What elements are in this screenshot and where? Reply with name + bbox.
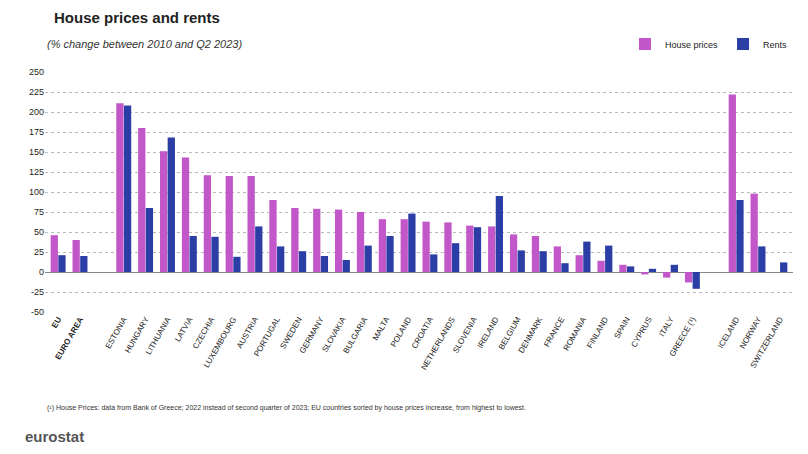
svg-text:SLOVENIA: SLOVENIA — [451, 315, 479, 355]
svg-text:EURO AREA: EURO AREA — [54, 315, 86, 361]
svg-text:175: 175 — [29, 127, 44, 137]
svg-text:-50: -50 — [31, 307, 44, 317]
svg-text:CZECHIA: CZECHIA — [191, 315, 217, 350]
svg-text:CYPRUS: CYPRUS — [629, 316, 653, 349]
svg-text:SWEDEN: SWEDEN — [279, 315, 304, 350]
svg-text:GREECE (¹): GREECE (¹) — [668, 315, 698, 358]
svg-text:NETHERLANDS: NETHERLANDS — [419, 316, 457, 372]
svg-text:250: 250 — [29, 67, 44, 77]
svg-text:MALTA: MALTA — [371, 315, 392, 342]
svg-text:PORTUGAL: PORTUGAL — [252, 315, 282, 358]
svg-text:75: 75 — [34, 207, 44, 217]
svg-text:Rents: Rents — [763, 40, 787, 50]
svg-text:IRELAND: IRELAND — [476, 315, 501, 350]
svg-text:CROATIA: CROATIA — [410, 315, 436, 350]
svg-text:POLAND: POLAND — [389, 315, 413, 348]
svg-text:NORWAY: NORWAY — [738, 315, 764, 350]
svg-text:FRANCE: FRANCE — [542, 316, 566, 349]
svg-text:HUNGARY: HUNGARY — [123, 315, 151, 355]
svg-text:(¹) House Prices: data from Ba: (¹) House Prices: data from Bank of Gree… — [47, 404, 526, 412]
svg-text:LATVIA: LATVIA — [173, 315, 195, 343]
svg-text:ESTONIA: ESTONIA — [104, 315, 130, 350]
svg-text:100: 100 — [29, 187, 44, 197]
svg-text:0: 0 — [39, 267, 44, 277]
svg-text:House prices: House prices — [665, 40, 718, 50]
svg-text:eurostat: eurostat — [25, 428, 84, 445]
svg-text:FINLAND: FINLAND — [585, 315, 610, 349]
svg-text:200: 200 — [29, 107, 44, 117]
svg-text:AUSTRIA: AUSTRIA — [235, 315, 260, 350]
svg-text:SLOVAKIA: SLOVAKIA — [320, 315, 348, 354]
svg-text:(% change between 2010 and Q2: (% change between 2010 and Q2 2023) — [47, 38, 242, 50]
svg-text:EU: EU — [50, 315, 63, 329]
svg-text:125: 125 — [29, 167, 44, 177]
svg-text:SPAIN: SPAIN — [612, 315, 632, 340]
svg-text:DENMARK: DENMARK — [517, 315, 545, 355]
svg-text:LUXEMBOURG: LUXEMBOURG — [202, 316, 238, 370]
svg-text:SWITZERLAND: SWITZERLAND — [749, 315, 786, 369]
svg-text:BULGARIA: BULGARIA — [341, 315, 369, 355]
svg-text:ROMANIA: ROMANIA — [562, 315, 589, 352]
svg-text:House prices and rents: House prices and rents — [54, 9, 220, 26]
svg-text:GERMANY: GERMANY — [298, 315, 326, 355]
svg-text:-25: -25 — [31, 287, 44, 297]
svg-text:LITHUANIA: LITHUANIA — [144, 315, 173, 356]
svg-text:ITALY: ITALY — [657, 315, 676, 338]
svg-text:ICELAND: ICELAND — [716, 315, 741, 350]
svg-text:50: 50 — [34, 227, 44, 237]
svg-text:150: 150 — [29, 147, 44, 157]
svg-text:25: 25 — [34, 247, 44, 257]
svg-text:225: 225 — [29, 87, 44, 97]
svg-text:BELGIUM: BELGIUM — [497, 315, 523, 351]
